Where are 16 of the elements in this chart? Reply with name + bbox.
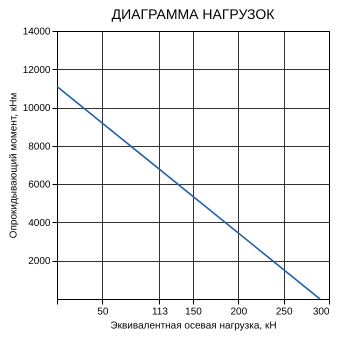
y-tick-label: 2000 bbox=[28, 256, 51, 268]
x-tick-label: 200 bbox=[230, 306, 248, 318]
y-tick-label: 4000 bbox=[28, 218, 51, 229]
chart-title: ДИАГРАММА НАГРУЗОК bbox=[112, 6, 276, 22]
x-axis-title: Эквивалентная осевая нагрузка, кН bbox=[110, 320, 277, 332]
y-tick-label: 10000 bbox=[22, 103, 51, 114]
y-tick-label: 8000 bbox=[28, 141, 51, 152]
x-tick-label: 50 bbox=[97, 306, 109, 318]
x-tick-label: 150 bbox=[185, 306, 202, 318]
y-tick-label: 6000 bbox=[28, 180, 51, 191]
x-tick-label: 300 bbox=[312, 306, 330, 318]
y-tick-label: 12000 bbox=[22, 64, 51, 76]
y-tick-label: 14000 bbox=[22, 26, 51, 38]
y-axis-title: Опрокидывающий момент, кНм bbox=[8, 92, 20, 238]
x-tick-label: 250 bbox=[276, 306, 293, 318]
x-tick-label: 113 bbox=[152, 306, 168, 318]
